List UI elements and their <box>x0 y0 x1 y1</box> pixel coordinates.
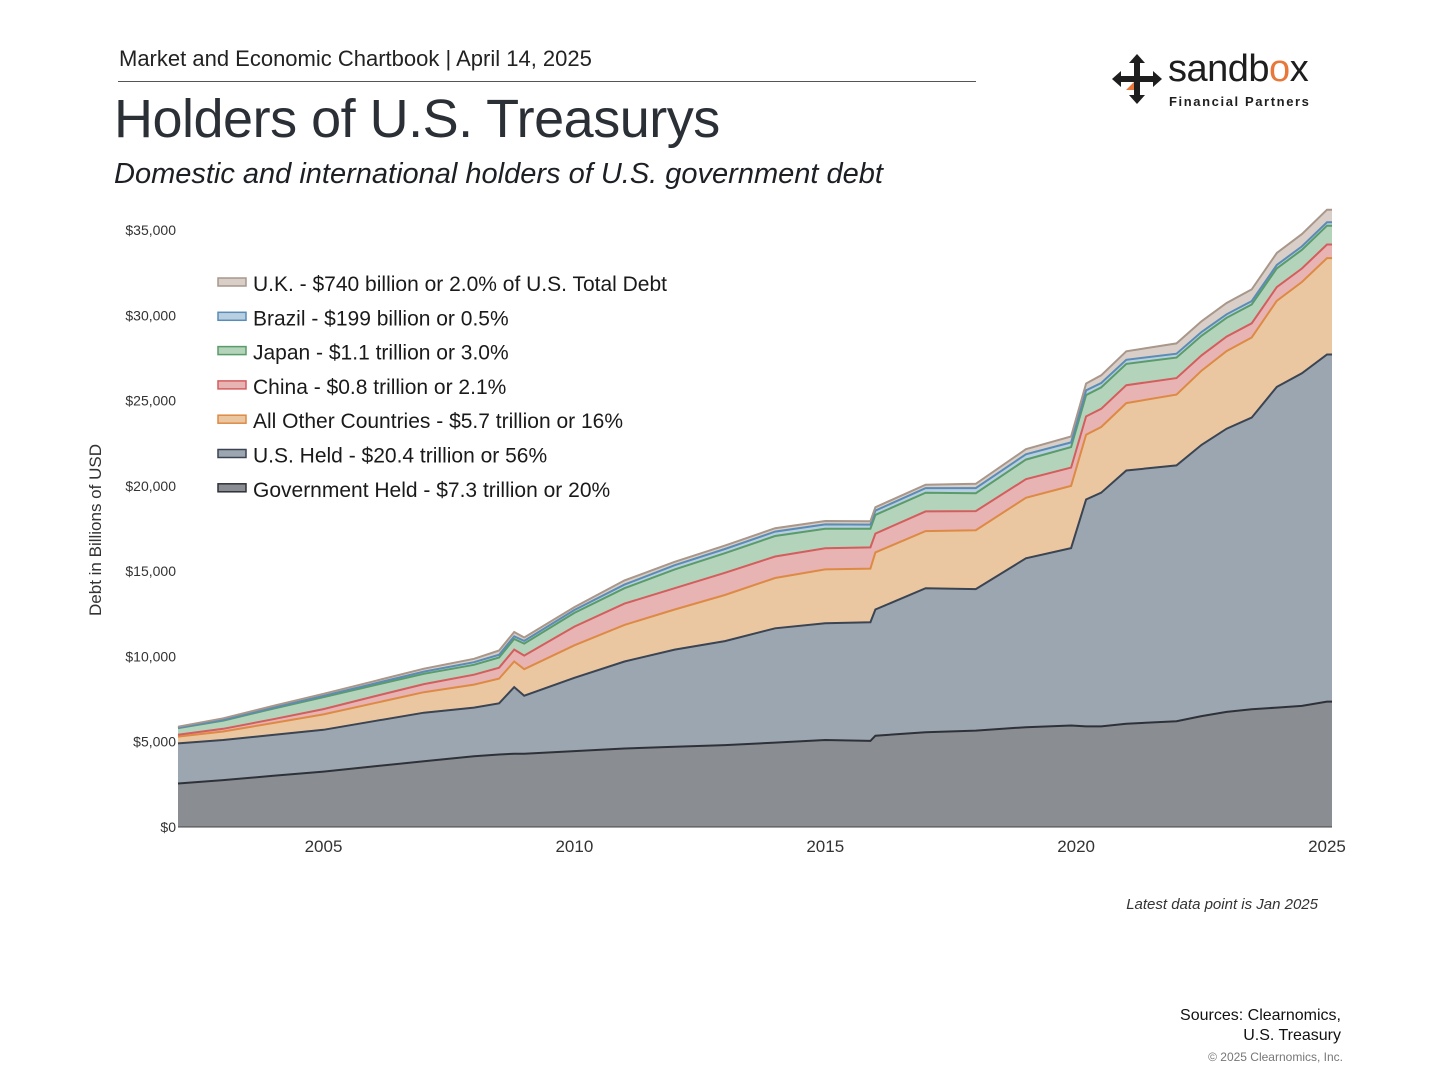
page-title: Holders of U.S. Treasurys <box>114 89 720 149</box>
sandbox-logo: sandbox Financial Partners <box>1112 48 1332 114</box>
sources-text: Sources: Clearnomics, U.S. Treasury <box>1180 1006 1341 1046</box>
legend-swatch <box>217 414 247 424</box>
legend-label: All Other Countries - $5.7 trillion or 1… <box>253 410 623 433</box>
legend-label: Brazil - $199 billion or 0.5% <box>253 307 509 330</box>
line-u-k <box>177 208 1332 728</box>
copyright-text: © 2025 Clearnomics, Inc. <box>1208 1050 1343 1064</box>
legend-label: U.S. Held - $20.4 trillion or 56% <box>253 445 547 468</box>
line-brazil <box>177 221 1332 729</box>
y-tick-label: $15,000 <box>125 563 176 579</box>
legend-swatch <box>217 380 247 390</box>
header-divider <box>118 81 976 82</box>
legend-item-china: China - $0.8 trillion or 2.1% <box>217 376 506 399</box>
y-axis-label: Debt in Billions of USD <box>86 444 105 616</box>
y-tick-label: $30,000 <box>125 307 176 323</box>
legend-swatch <box>217 277 247 287</box>
legend-label: Government Held - $7.3 trillion or 20% <box>253 479 610 502</box>
legend-item-japan: Japan - $1.1 trillion or 3.0% <box>217 342 509 365</box>
line-u-s-held <box>177 353 1332 745</box>
line-china <box>177 243 1332 736</box>
legend-item-u-k: U.K. - $740 billion or 2.0% of U.S. Tota… <box>217 273 667 296</box>
x-tick-label: 2005 <box>305 837 343 856</box>
y-axis: $0 $5,000 $10,000 $15,000 $20,000 $25,000 $30,… <box>125 222 176 835</box>
legend-label: China - $0.8 trillion or 2.1% <box>253 376 506 399</box>
legend-swatch <box>217 483 247 493</box>
legend-swatch <box>217 311 247 322</box>
legend-swatch <box>217 345 247 356</box>
legend-label: Japan - $1.1 trillion or 3.0% <box>253 342 509 365</box>
legend-item-government-held: Government Held - $7.3 trillion or 20% <box>217 479 610 502</box>
y-tick-label: $25,000 <box>125 393 176 409</box>
legend-label: U.K. - $740 billion or 2.0% of U.S. Tota… <box>253 273 667 296</box>
chart-legend: U.K. - $740 billion or 2.0% of U.S. Tota… <box>217 273 667 502</box>
y-tick-label: $10,000 <box>125 648 176 664</box>
area-government-held <box>178 701 1332 827</box>
stacked-areas <box>177 208 1332 827</box>
y-tick-label: $35,000 <box>125 222 176 238</box>
sources-line-2: U.S. Treasury <box>1243 1027 1341 1044</box>
legend-item-brazil: Brazil - $199 billion or 0.5% <box>217 307 509 330</box>
sources-line-1: Sources: Clearnomics, <box>1180 1007 1341 1024</box>
y-tick-label: $0 <box>160 819 176 835</box>
line-all-other-countries <box>177 257 1332 738</box>
line-government-held <box>177 700 1332 785</box>
x-axis: 2005 2010 2015 2020 2025 <box>178 826 1346 856</box>
area-u-s-held <box>178 354 1332 784</box>
line-japan <box>177 224 1332 730</box>
chartbook-header: Market and Economic Chartbook | April 14… <box>119 46 592 71</box>
page-subtitle: Domestic and international holders of U.… <box>114 158 883 190</box>
logo-wordmark: sandbox <box>1168 48 1309 90</box>
logo-subtitle: Financial Partners <box>1169 94 1311 109</box>
y-tick-label: $20,000 <box>125 478 176 494</box>
y-tick-label: $5,000 <box>133 734 176 750</box>
x-tick-label: 2020 <box>1057 837 1095 856</box>
legend-swatch <box>217 448 247 459</box>
latest-data-note: Latest data point is Jan 2025 <box>1126 896 1318 913</box>
x-tick-label: 2015 <box>806 837 844 856</box>
x-tick-label: 2010 <box>555 837 593 856</box>
x-tick-label: 2025 <box>1308 837 1346 856</box>
legend-item-u-s-held: U.S. Held - $20.4 trillion or 56% <box>217 445 547 468</box>
move-arrows-icon <box>1112 54 1162 104</box>
legend-item-all-other-countries: All Other Countries - $5.7 trillion or 1… <box>217 410 623 433</box>
